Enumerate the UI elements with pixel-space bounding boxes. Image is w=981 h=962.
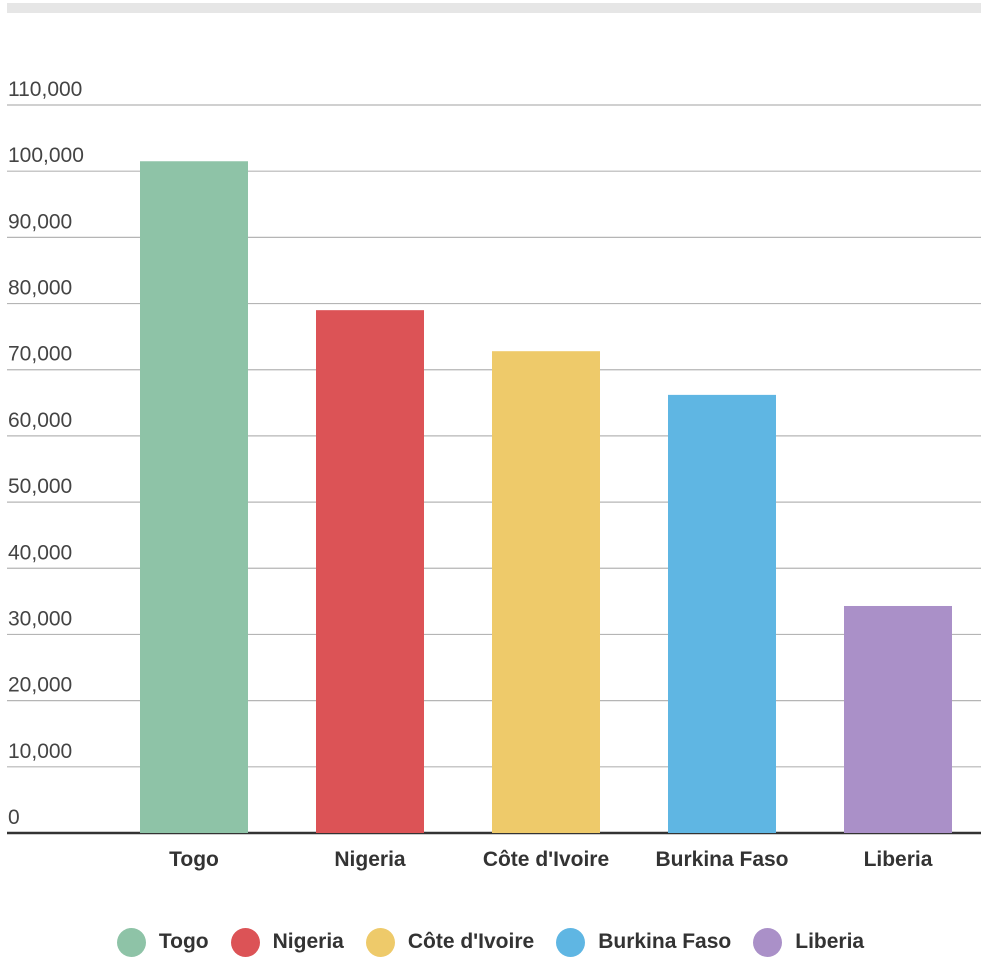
legend: Togo Nigeria Côte d'Ivoire Burkina Faso Libe… [0,922,981,962]
legend-label: Nigeria [272,930,344,953]
y-tick-label: 90,000 [8,210,72,233]
legend-swatch-icon [556,927,586,957]
x-category-label: Côte d'Ivoire [483,848,609,871]
x-axis-categories: Togo Nigeria Côte d'Ivoire Burkina Faso Libe… [169,848,933,871]
y-tick-label: 80,000 [8,277,72,300]
legend-label: Togo [158,930,209,953]
bar-togo [140,161,248,834]
y-tick-label: 30,000 [8,607,72,630]
bar-liberia [844,605,952,833]
y-tick-label: 0 [8,806,20,829]
y-tick-label: 50,000 [8,475,72,498]
legend-swatch-icon [230,927,260,957]
bar-c-te-d-ivoire [492,351,600,833]
legend-label: Burkina Faso [598,930,732,953]
legend-swatch-icon [365,927,395,957]
legend-item: Burkina Faso [556,927,732,957]
legend-label: Côte d'Ivoire [407,930,535,953]
y-axis-ticks: 0 10,000 20,000 30,000 40,000 50,000 60,000 70,… [8,78,84,829]
legend-swatch-icon [753,927,783,957]
x-category-label: Togo [169,848,219,871]
x-category-label: Nigeria [334,848,406,871]
y-tick-label: 60,000 [8,409,72,432]
x-category-label: Burkina Faso [655,848,788,871]
legend-item: Nigeria [230,927,344,957]
bars [140,161,952,834]
legend-item: Liberia [753,927,865,957]
bar-burkina-faso [668,394,776,833]
legend-swatch-icon [116,927,146,957]
bar-chart: 0 10,000 20,000 30,000 40,000 50,000 60,000 70,… [7,78,981,871]
y-tick-label: 20,000 [8,674,72,697]
legend-item: Togo [116,927,209,957]
y-tick-label: 100,000 [8,144,84,167]
x-category-label: Liberia [864,848,933,871]
y-tick-label: 40,000 [8,541,72,564]
y-tick-label: 70,000 [8,343,72,366]
y-tick-label: 10,000 [8,740,72,763]
legend-label: Liberia [795,930,865,953]
bar-nigeria [316,310,424,833]
legend-item: Côte d'Ivoire [365,927,535,957]
top-scroll-bar [7,3,981,13]
y-tick-label: 110,000 [8,78,82,101]
